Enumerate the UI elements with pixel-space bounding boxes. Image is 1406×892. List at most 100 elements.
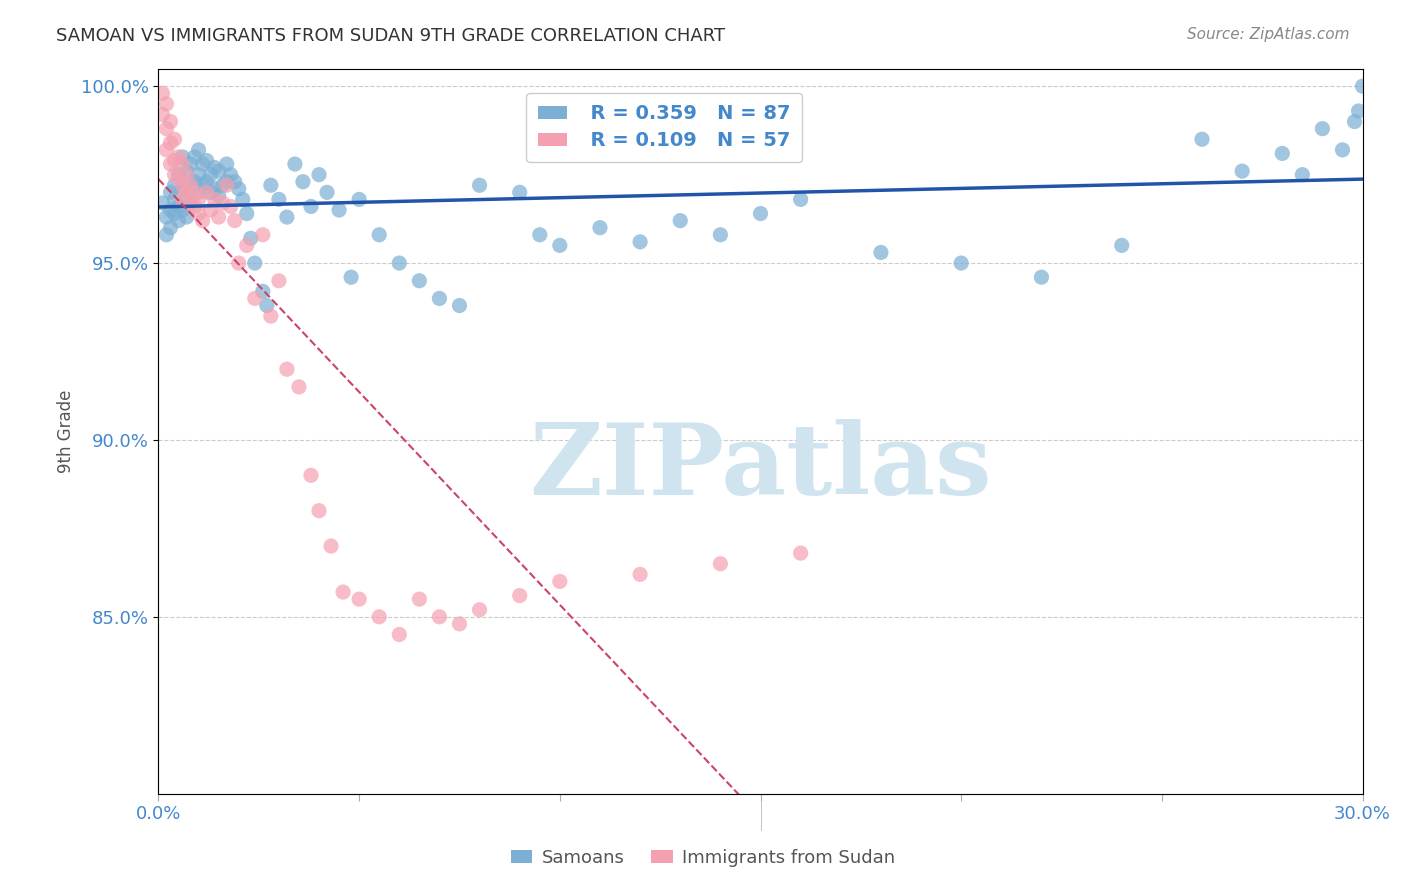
Point [228, 182, 250, 196]
Point [288, 380, 311, 394]
Point [187, 168, 209, 182]
Point [1291, 168, 1313, 182]
Point [291, 175, 314, 189]
Point [267, 274, 290, 288]
Point [589, 220, 612, 235]
Point [191, 213, 214, 227]
Point [180, 196, 202, 211]
Point [172, 202, 194, 217]
Point [219, 168, 242, 182]
Text: ZIPatlas: ZIPatlas [529, 419, 991, 516]
Point [176, 189, 198, 203]
Point [260, 178, 283, 193]
Point [163, 132, 186, 146]
Point [200, 168, 222, 182]
Point [195, 175, 218, 189]
Point [176, 210, 198, 224]
Point [187, 193, 209, 207]
Point [408, 274, 430, 288]
Point [628, 235, 651, 249]
Point [183, 175, 205, 189]
Point [163, 206, 186, 220]
Point [152, 196, 174, 211]
Point [200, 186, 222, 200]
Text: SAMOAN VS IMMIGRANTS FROM SUDAN 9TH GRADE CORRELATION CHART: SAMOAN VS IMMIGRANTS FROM SUDAN 9TH GRAD… [56, 27, 725, 45]
Point [191, 178, 214, 193]
Point [1343, 114, 1365, 128]
Point [187, 206, 209, 220]
Point [388, 256, 411, 270]
Point [167, 171, 190, 186]
Point [950, 256, 973, 270]
Point [332, 585, 354, 599]
Point [211, 196, 233, 211]
Point [243, 292, 266, 306]
Point [191, 157, 214, 171]
Point [529, 227, 551, 242]
Point [340, 270, 363, 285]
Point [159, 157, 181, 171]
Point [299, 468, 322, 483]
Point [195, 153, 218, 168]
Point [159, 220, 181, 235]
Point [180, 196, 202, 211]
Point [243, 256, 266, 270]
Point [1191, 132, 1213, 146]
Point [155, 96, 177, 111]
Y-axis label: 9th Grade: 9th Grade [58, 390, 75, 473]
Point [276, 210, 298, 224]
Text: Source: ZipAtlas.com: Source: ZipAtlas.com [1187, 27, 1350, 42]
Point [429, 609, 451, 624]
Point [176, 168, 198, 182]
Point [347, 193, 370, 207]
Point [236, 238, 259, 252]
Point [1271, 146, 1294, 161]
Point [167, 213, 190, 227]
Point [1111, 238, 1133, 252]
Point [204, 193, 226, 207]
Point [163, 153, 186, 168]
Legend:   R = 0.359   N = 87,   R = 0.109   N = 57: R = 0.359 N = 87, R = 0.109 N = 57 [526, 93, 801, 161]
Point [449, 299, 471, 313]
Point [709, 557, 731, 571]
Point [211, 178, 233, 193]
Point [155, 227, 177, 242]
Legend: Samoans, Immigrants from Sudan: Samoans, Immigrants from Sudan [503, 842, 903, 874]
Point [1230, 164, 1253, 178]
Point [176, 186, 198, 200]
Point [187, 143, 209, 157]
Point [159, 202, 181, 217]
Point [215, 178, 238, 193]
Point [232, 193, 254, 207]
Point [276, 362, 298, 376]
Point [159, 114, 181, 128]
Point [155, 143, 177, 157]
Point [1331, 143, 1354, 157]
Point [172, 182, 194, 196]
Point [208, 189, 231, 203]
Point [308, 168, 330, 182]
Point [468, 603, 491, 617]
Point [163, 168, 186, 182]
Point [187, 186, 209, 200]
Point [195, 186, 218, 200]
Point [163, 193, 186, 207]
Point [1031, 270, 1053, 285]
Point [299, 199, 322, 213]
Point [239, 231, 262, 245]
Point [789, 546, 811, 560]
Point [180, 157, 202, 171]
Point [749, 206, 772, 220]
Point [368, 227, 391, 242]
Point [252, 227, 274, 242]
Point [870, 245, 893, 260]
Point [449, 616, 471, 631]
Point [204, 161, 226, 175]
Point [260, 309, 283, 323]
Point [256, 299, 278, 313]
Point [368, 609, 391, 624]
Point [228, 256, 250, 270]
Point [183, 186, 205, 200]
Point [408, 592, 430, 607]
Point [219, 199, 242, 213]
